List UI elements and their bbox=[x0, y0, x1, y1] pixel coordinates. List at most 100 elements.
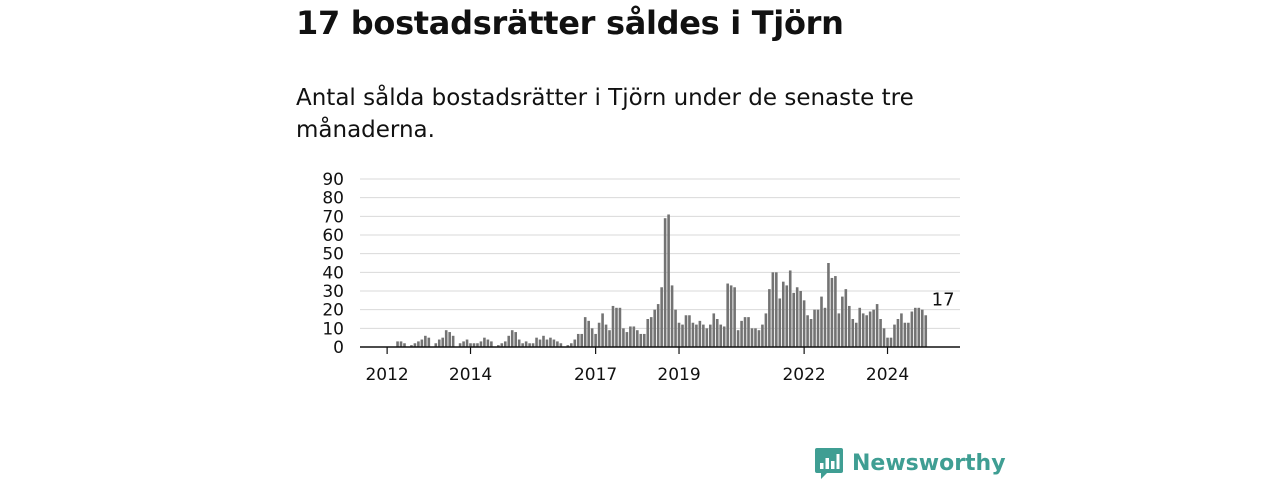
y-tick-label: 0 bbox=[333, 338, 344, 358]
bar bbox=[677, 322, 681, 347]
bar bbox=[778, 298, 782, 347]
bar bbox=[844, 289, 848, 347]
bar bbox=[503, 341, 507, 347]
bar bbox=[663, 218, 667, 347]
bar bbox=[841, 296, 844, 347]
bar bbox=[629, 326, 632, 347]
bar bbox=[837, 313, 841, 347]
bar bbox=[587, 320, 590, 347]
bar bbox=[900, 313, 903, 347]
bar bbox=[594, 333, 597, 347]
y-tick-label: 70 bbox=[322, 207, 344, 227]
bar bbox=[889, 337, 893, 347]
bar bbox=[861, 313, 865, 347]
bar bbox=[465, 339, 469, 347]
bar bbox=[573, 339, 577, 347]
bar bbox=[688, 315, 691, 347]
bar bbox=[788, 270, 792, 347]
x-tick-label: 2012 bbox=[365, 365, 408, 385]
bar bbox=[795, 287, 799, 347]
newsworthy-brand[interactable]: Newsworthy bbox=[814, 446, 1006, 480]
bar bbox=[646, 319, 650, 347]
bar bbox=[618, 307, 622, 347]
bar bbox=[823, 307, 827, 347]
x-tick-label: 2019 bbox=[657, 365, 700, 385]
bar bbox=[660, 287, 663, 347]
bar bbox=[896, 319, 900, 347]
bar bbox=[462, 341, 465, 347]
y-tick-label: 20 bbox=[322, 301, 344, 321]
bar bbox=[924, 315, 928, 347]
bar bbox=[448, 332, 451, 347]
bar bbox=[851, 319, 855, 347]
y-tick-label: 60 bbox=[322, 226, 344, 246]
bar bbox=[702, 324, 705, 347]
bar bbox=[865, 315, 868, 347]
bar bbox=[775, 272, 778, 347]
bar bbox=[827, 263, 830, 347]
bar bbox=[799, 291, 802, 347]
y-tick-label: 80 bbox=[322, 189, 344, 209]
latest-value-label: 17 bbox=[932, 289, 955, 310]
bar bbox=[809, 319, 813, 347]
bar bbox=[632, 326, 636, 347]
bar bbox=[917, 307, 921, 347]
bar bbox=[399, 341, 403, 347]
bar bbox=[410, 345, 413, 347]
bar bbox=[528, 343, 531, 347]
bar bbox=[611, 305, 615, 347]
bar bbox=[510, 330, 514, 347]
bar bbox=[479, 341, 483, 347]
bar bbox=[740, 320, 743, 347]
bar bbox=[424, 335, 427, 347]
bar bbox=[535, 337, 538, 347]
bar bbox=[684, 315, 688, 347]
bar bbox=[920, 309, 924, 347]
bar bbox=[792, 292, 795, 347]
bar bbox=[552, 339, 556, 347]
bar bbox=[848, 305, 851, 347]
bar bbox=[622, 328, 625, 347]
bar bbox=[785, 285, 789, 347]
y-tick-label: 30 bbox=[322, 282, 344, 302]
bar bbox=[674, 309, 677, 347]
bar bbox=[427, 337, 431, 347]
bar bbox=[597, 322, 601, 347]
bar bbox=[538, 339, 542, 347]
bar bbox=[531, 343, 535, 347]
bar bbox=[726, 283, 729, 347]
bar bbox=[476, 343, 479, 347]
bar bbox=[608, 330, 611, 347]
bar bbox=[709, 324, 712, 347]
bar bbox=[604, 324, 608, 347]
bar bbox=[653, 309, 656, 347]
bar bbox=[768, 289, 771, 347]
bar bbox=[681, 324, 684, 347]
headline: 17 bostadsrätter såldes i Tjörn bbox=[296, 4, 844, 42]
bar bbox=[781, 281, 785, 347]
bar bbox=[872, 309, 875, 347]
bar bbox=[590, 328, 594, 347]
y-tick-label: 50 bbox=[322, 245, 344, 265]
bar bbox=[576, 333, 580, 347]
bar bbox=[875, 304, 879, 347]
bar bbox=[910, 311, 914, 347]
x-tick-label: 2014 bbox=[449, 365, 492, 385]
y-tick-label: 10 bbox=[322, 319, 344, 339]
bar bbox=[806, 315, 809, 347]
bar bbox=[556, 341, 559, 347]
bar bbox=[893, 324, 896, 347]
bar bbox=[747, 317, 750, 347]
bar bbox=[903, 322, 907, 347]
bar bbox=[667, 214, 670, 347]
bar bbox=[642, 333, 646, 347]
newsworthy-logo-icon bbox=[815, 448, 843, 479]
bar bbox=[497, 345, 500, 347]
bars bbox=[396, 214, 928, 347]
bar bbox=[542, 335, 545, 347]
y-tick-label: 90 bbox=[322, 170, 344, 190]
bar bbox=[722, 326, 726, 347]
bar bbox=[483, 337, 486, 347]
